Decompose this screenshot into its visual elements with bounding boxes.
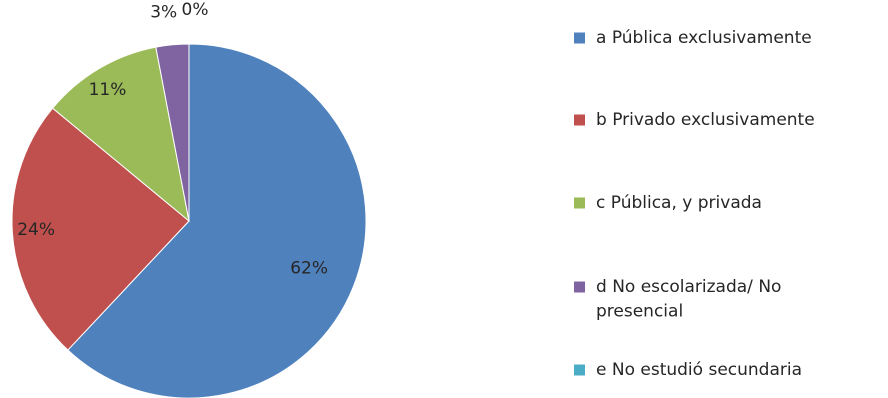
legend-label-a-publica-exclusivamente: a Pública exclusivamente [596, 28, 812, 48]
legend-swatch-d-no-escolarizada-no-presencial [574, 281, 585, 293]
pie-slice-d-no-escolarizada-no-presencial [155, 43, 190, 222]
data-label-c-publica-y-privada: 11% [89, 80, 127, 100]
legend-label-e-no-estudio-secundaria: e No estudió secundaria [596, 360, 802, 380]
legend-label-d-no-escolarizada-no-presencial: d No escolarizada/ No presencial [596, 277, 781, 322]
legend-label-b-privado-exclusivamente: b Privado exclusivamente [596, 110, 815, 130]
pie-slices [11, 43, 367, 398]
data-label-a-publica-exclusivamente: 62% [290, 259, 328, 279]
legend-label-c-publica-y-privada: c Pública, y privada [596, 193, 762, 213]
legend-item-d-no-escolarizada-no-presencial: d No escolarizada/ No presencial [574, 277, 781, 322]
legend-item-a-publica-exclusivamente: a Pública exclusivamente [574, 28, 812, 48]
legend-item-b-privado-exclusivamente: b Privado exclusivamente [574, 110, 815, 130]
legend-swatch-b-privado-exclusivamente [574, 114, 585, 126]
data-label-b-privado-exclusivamente: 24% [17, 220, 55, 240]
pie-slice-c-publica-y-privada [51, 46, 190, 223]
pie-slice-a-publica-exclusivamente [67, 43, 367, 398]
data-label-e-no-estudio-secundaria: 0% [182, 0, 209, 20]
legend-swatch-e-no-estudio-secundaria [574, 364, 585, 376]
pie-slice-b-privado-exclusivamente [11, 107, 190, 351]
data-labels: 62% 24% 11% 3% 0% [17, 0, 328, 279]
legend: a Pública exclusivamente b Privado exclus… [574, 28, 815, 380]
legend-item-e-no-estudio-secundaria: e No estudió secundaria [574, 360, 802, 380]
legend-item-c-publica-y-privada: c Pública, y privada [574, 193, 762, 213]
data-label-d-no-escolarizada-no-presencial: 3% [150, 3, 177, 23]
legend-swatch-c-publica-y-privada [574, 197, 585, 209]
legend-swatch-a-publica-exclusivamente [574, 32, 585, 44]
